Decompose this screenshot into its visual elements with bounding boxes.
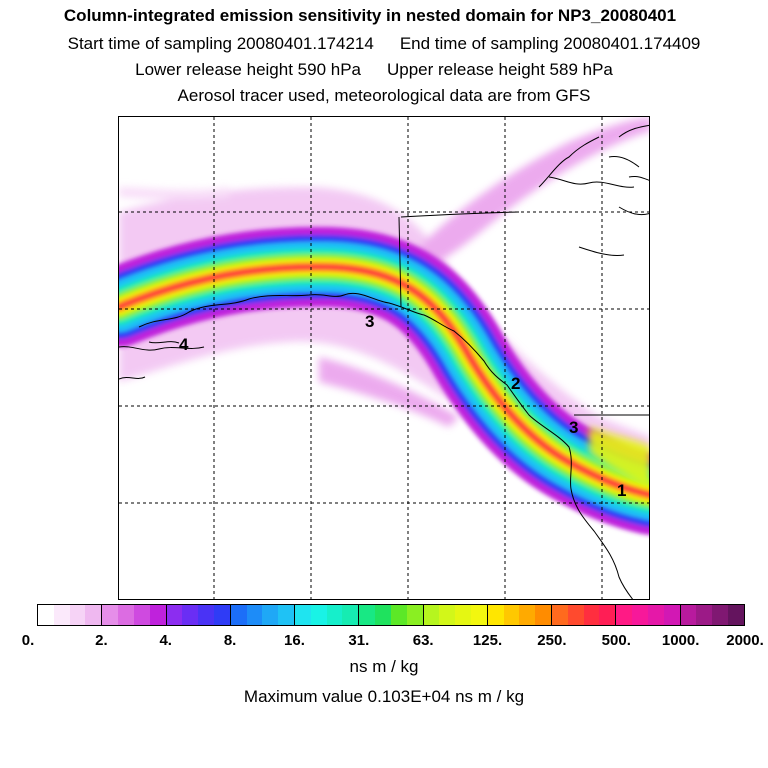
colorbar-segment — [647, 605, 664, 625]
plot-title: Column-integrated emission sensitivity i… — [63, 6, 677, 25]
colorbar-segment — [487, 605, 504, 625]
colorbar-segment — [390, 605, 407, 625]
map-panel: 1 2 3 3 4 — [118, 116, 650, 600]
colorbar-segment — [616, 605, 633, 625]
colorbar-segment — [552, 605, 568, 625]
colorbar-segment — [567, 605, 584, 625]
sampling-times: Start time of sampling 20080401.174214 En… — [0, 34, 768, 54]
release-heights: Lower release height 590 hPa Upper releas… — [0, 60, 758, 80]
start-sampling-label: Start time of sampling 20080401.174214 — [67, 34, 374, 53]
colorbar-segment — [696, 605, 713, 625]
colorbar-tick-label: 500. — [601, 632, 631, 649]
colorbar-segment — [503, 605, 520, 625]
colorbar-segment — [133, 605, 150, 625]
marker-label: 3 — [365, 312, 374, 331]
colorbar-segment — [278, 605, 295, 625]
maximum-value: Maximum value 0.103E+04 ns m / kg — [243, 687, 525, 706]
colorbar-segment — [69, 605, 86, 625]
colorbar-segment — [535, 605, 552, 625]
colorbar-segment — [359, 605, 376, 625]
colorbar-segment — [632, 605, 648, 625]
end-sampling-label: End time of sampling 20080401.174409 — [399, 34, 701, 53]
lower-release-label: Lower release height 590 hPa — [135, 60, 361, 79]
coastlines — [119, 124, 649, 599]
plume-southern-lobe — [589, 427, 649, 489]
colorbar-segment — [118, 605, 134, 625]
colorbar-segment — [85, 605, 103, 625]
colorbar-segment — [213, 605, 231, 625]
tracer-info: Aerosol tracer used, meteorological data… — [177, 86, 591, 105]
colorbar-segment — [230, 605, 247, 625]
colorbar-segment — [38, 605, 54, 625]
colorbar-segment — [519, 605, 536, 625]
colorbar-segment — [182, 605, 199, 625]
colorbar-segment — [455, 605, 471, 625]
upper-release-label: Upper release height 589 hPa — [387, 60, 613, 79]
colorbar-segment — [470, 605, 488, 625]
colorbar-tick-label: 63. — [412, 632, 434, 649]
colorbar-tick-label: 4. — [159, 632, 172, 649]
colorbar-tick-label: 2. — [95, 632, 108, 649]
colorbar-segment — [295, 605, 311, 625]
colorbar-segment — [423, 605, 440, 625]
colorbar-segment — [406, 605, 424, 625]
colorbar-segment — [712, 605, 728, 625]
colorbar-segment — [680, 605, 697, 625]
colorbar-segment — [53, 605, 70, 625]
colorbar-segment — [439, 605, 456, 625]
colorbar-units: ns m / kg — [349, 657, 419, 676]
marker-label: 4 — [179, 335, 189, 354]
colorbar-segment — [375, 605, 391, 625]
colorbar-segment — [727, 605, 744, 625]
colorbar-tick-label: 250. — [537, 632, 567, 649]
colorbar-segment — [342, 605, 360, 625]
marker-label: 2 — [511, 374, 520, 393]
colorbar-tick-label: 125. — [472, 632, 503, 649]
colorbar-tick-label: 2000. — [726, 632, 764, 649]
colorbar-tick-label: 8. — [223, 632, 237, 649]
marker-label: 3 — [569, 418, 578, 437]
colorbar-segment — [326, 605, 343, 625]
colorbar-segment — [310, 605, 327, 625]
colorbar-tick-label: 0. — [21, 632, 35, 649]
colorbar-tick-label: 1000. — [661, 632, 700, 649]
colorbar-ticks: 0. 2. 4. 8. 16. 31. 63. 125. 250. 500. 1000. 2000. — [0, 632, 768, 652]
colorbar-segment — [102, 605, 119, 625]
colorbar-segment — [246, 605, 263, 625]
colorbar-segment — [149, 605, 167, 625]
colorbar-segment — [198, 605, 214, 625]
colorbar-segment — [599, 605, 617, 625]
colorbar — [37, 604, 745, 626]
sensitivity-plume — [119, 226, 649, 535]
colorbar-segment — [663, 605, 681, 625]
colorbar-segment — [262, 605, 279, 625]
graticule — [119, 117, 649, 599]
colorbar-tick-label: 31. — [348, 632, 370, 649]
map-canvas: 1 2 3 3 4 — [119, 117, 649, 599]
colorbar-tick-label: 16. — [284, 632, 305, 649]
marker-label: 1 — [617, 481, 626, 500]
colorbar-segment — [166, 605, 183, 625]
trajectory-markers: 1 2 3 3 4 — [179, 312, 626, 500]
colorbar-segment — [583, 605, 600, 625]
